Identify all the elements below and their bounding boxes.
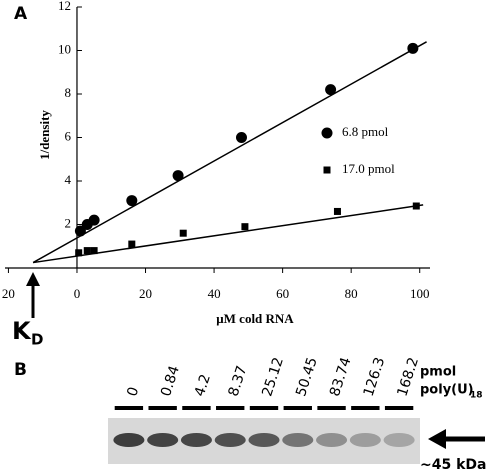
data-point: [235, 132, 247, 143]
x-tick-label: 100: [410, 286, 430, 301]
lane-label: 0: [124, 385, 142, 398]
legend-label: 17.0 pmol: [342, 161, 395, 176]
x-tick-label: 0: [74, 286, 81, 301]
lane-bar: [384, 406, 414, 410]
unit-subscript: 18: [470, 391, 483, 401]
y-tick-label: 8: [64, 85, 71, 100]
y-tick-label: 2: [64, 215, 71, 230]
data-point: [179, 229, 187, 237]
unit-label: pmol: [420, 365, 456, 380]
panel-label: A: [14, 4, 28, 24]
gel-band: [248, 433, 280, 447]
data-point: [128, 240, 136, 248]
data-point: [88, 214, 100, 226]
fit-line: [32, 204, 424, 264]
gel-band: [383, 433, 415, 447]
data-point: [172, 170, 184, 182]
unit-label: poly(U): [420, 383, 474, 398]
lane-bar: [351, 406, 380, 410]
gel-band: [282, 433, 314, 447]
data-point: [90, 247, 98, 255]
y-tick-label: 12: [58, 0, 71, 13]
lane-bar: [283, 406, 312, 410]
data-point: [407, 42, 419, 54]
x-tick-label: 20: [2, 286, 15, 301]
kd-arrow-head: [26, 272, 40, 286]
data-point: [83, 247, 91, 255]
data-point: [126, 195, 138, 207]
legend-marker: [321, 127, 333, 139]
lane-label: 83.74: [327, 355, 355, 398]
data-point: [74, 225, 86, 237]
data-point: [333, 207, 341, 215]
lane-label: 0.84: [158, 364, 183, 399]
lane-bar: [182, 406, 211, 410]
lane-label: 25.12: [259, 355, 287, 398]
gel-band: [349, 433, 381, 447]
data-point: [325, 84, 337, 96]
lane-label: 168.2: [395, 355, 423, 398]
panel-label: B: [14, 360, 27, 380]
y-tick-label: 10: [58, 41, 71, 56]
band-arrow-head: [428, 429, 446, 449]
kd-subscript: D: [31, 331, 43, 349]
lane-bar: [249, 406, 279, 410]
legend-label: 6.8 pmol: [342, 124, 389, 139]
kd-label: K: [12, 317, 32, 345]
x-tick-label: 40: [208, 286, 221, 301]
y-tick-label: 4: [64, 172, 71, 187]
lane-bar: [317, 406, 346, 410]
x-axis-label: μM cold RNA: [216, 311, 294, 326]
y-axis-label: 1/density: [37, 110, 52, 160]
x-tick-label: 60: [276, 286, 289, 301]
data-point: [241, 223, 249, 231]
x-tick-label: 20: [139, 286, 152, 301]
lane-label: 126.3: [361, 355, 389, 398]
lane-bar: [216, 406, 245, 410]
lane-label: 50.45: [293, 355, 321, 398]
gel-band: [113, 433, 145, 447]
lane-label: 8.37: [226, 364, 251, 399]
lane-bar: [148, 406, 177, 410]
lane-label: 4.2: [192, 372, 214, 398]
gel-band: [214, 433, 246, 447]
legend-marker: [323, 166, 331, 174]
data-point: [412, 202, 420, 210]
gel-band: [147, 433, 179, 447]
data-point: [75, 249, 83, 257]
y-tick-label: 6: [64, 128, 71, 143]
fit-line: [32, 41, 427, 264]
lane-bar: [114, 406, 144, 410]
gel-band: [316, 433, 348, 447]
band-label: ~45 kDa: [420, 457, 486, 473]
x-tick-label: 80: [345, 286, 358, 301]
gel-band: [180, 433, 212, 447]
